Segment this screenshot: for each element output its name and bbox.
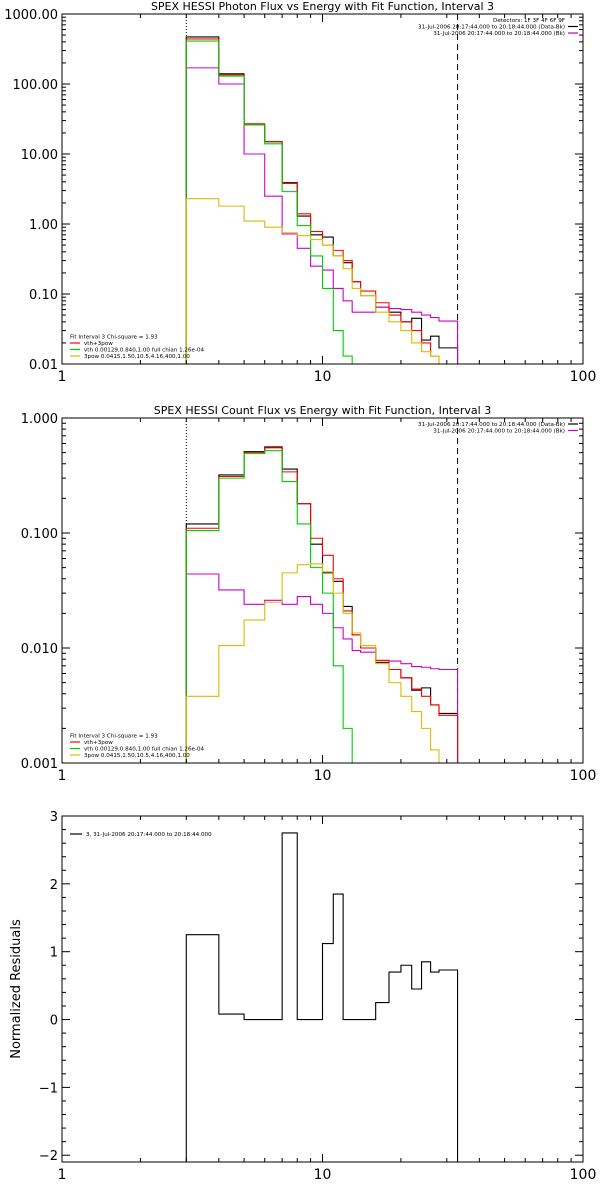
info-left-line: 3pow 0.0415,1.50,10.5,4.16,400,1.00 bbox=[84, 354, 190, 360]
info-left-line: vth+3pow bbox=[84, 740, 113, 746]
y-axis-label: Normalized Residuals bbox=[9, 919, 24, 1059]
series-residuals-line bbox=[185, 832, 459, 1162]
plot-frame bbox=[61, 13, 584, 365]
y-tick-label: 1000.00 bbox=[4, 8, 58, 23]
y-tick-label: 1 bbox=[50, 946, 58, 961]
series-total-line bbox=[185, 447, 459, 763]
y-tick-label: −2 bbox=[39, 1149, 58, 1164]
info-left-line: vth 0.00129,0.840,1.00 full chian 1.26e-… bbox=[84, 348, 205, 354]
series-pow-line bbox=[185, 563, 458, 763]
x-tick-label: 1 bbox=[58, 369, 67, 385]
series-background-line bbox=[185, 67, 459, 364]
y-tick-label: 1.00 bbox=[29, 218, 58, 233]
series-background-line bbox=[185, 573, 459, 763]
series-pow-line bbox=[185, 198, 458, 364]
y-tick-label: 3 bbox=[50, 810, 58, 825]
x-tick-label: 100 bbox=[570, 1167, 597, 1183]
photon-flux-panel: SPEX HESSI Photon Flux vs Energy with Fi… bbox=[4, 0, 596, 385]
info-right-line: Detectors: 1F 3F 4F 6F 9F bbox=[493, 18, 565, 24]
x-tick-label: 100 bbox=[570, 768, 597, 784]
x-tick-label: 1 bbox=[58, 1167, 67, 1183]
info-right-line: 31-Jul-2006 20:17:44.000 to 20:18:44.000… bbox=[418, 25, 565, 31]
y-tick-label: 0.010 bbox=[21, 642, 58, 657]
residuals-panel: 1 10 100 −2 −1 0 1 2 3 Normalized Residuals 3, 31-… bbox=[9, 810, 596, 1183]
series-vth-line bbox=[185, 40, 458, 364]
count-flux-panel: SPEX HESSI Count Flux vs Energy with Fit… bbox=[21, 404, 597, 784]
y-tick-label: 0.100 bbox=[21, 527, 58, 542]
x-tick-label: 10 bbox=[314, 768, 332, 784]
y-tick-label: 0.01 bbox=[29, 358, 58, 373]
x-tick-label: 10 bbox=[314, 369, 332, 385]
y-tick-label: 10.00 bbox=[21, 148, 58, 163]
info-left-line: Fit Interval 3 Chi-square = 1.93 bbox=[70, 734, 158, 740]
chart-title: SPEX HESSI Count Flux vs Energy with Fit… bbox=[154, 404, 491, 417]
info-left-line: Fit Interval 3 Chi-square = 1.93 bbox=[70, 335, 158, 341]
y-tick-label: 1.000 bbox=[21, 412, 58, 427]
x-tick-label: 100 bbox=[570, 369, 597, 385]
y-tick-label: 0.10 bbox=[29, 288, 58, 303]
info-right-line: 31-Jul-2006 20:17:44.000 to 20:18:44.000… bbox=[433, 429, 565, 435]
y-tick-label: −1 bbox=[39, 1081, 58, 1096]
y-tick-label: 0 bbox=[50, 1014, 58, 1029]
residuals-legend-label: 3, 31-Jul-2006 20:17:44.000 to 20:18:44.… bbox=[86, 832, 212, 838]
info-left-line: vth+3pow bbox=[84, 341, 113, 347]
series-data-line bbox=[185, 446, 459, 763]
y-tick-label: 100.00 bbox=[13, 78, 59, 93]
info-left-line: vth 0.00129,0.840,1.00 full chian 1.26e-… bbox=[84, 747, 205, 753]
x-tick-label: 1 bbox=[58, 768, 67, 784]
info-left-line: 3pow 0.0415,1.50,10.5,4.16,400,1.00 bbox=[84, 753, 190, 759]
info-right-line: 31-Jul-2006 20:17:44.000 to 20:18:44.000… bbox=[433, 31, 565, 37]
series-vth-line bbox=[185, 450, 458, 763]
chart-title: SPEX HESSI Photon Flux vs Energy with Fi… bbox=[151, 0, 494, 13]
x-tick-label: 10 bbox=[314, 1167, 332, 1183]
y-tick-label: 2 bbox=[50, 878, 58, 893]
series-total-line bbox=[185, 38, 458, 364]
y-tick-label: 0.001 bbox=[21, 757, 58, 772]
series-data-line bbox=[185, 36, 459, 364]
info-right-line: 31-Jul-2006 20:17:44.000 to 20:18:44.000… bbox=[418, 422, 565, 428]
